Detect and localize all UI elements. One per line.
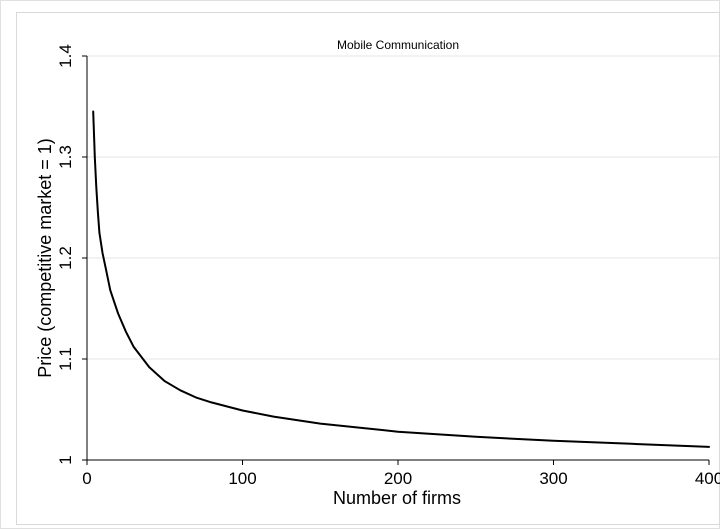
y-tick-label: 1.2 xyxy=(56,246,75,270)
y-tick-label: 1.4 xyxy=(56,44,75,68)
y-tick-label: 1.1 xyxy=(56,347,75,371)
x-tick-label: 0 xyxy=(82,469,91,488)
series-line xyxy=(92,110,710,448)
x-tick-label: 200 xyxy=(384,469,412,488)
y-tick-label: 1 xyxy=(56,455,75,464)
axis-ticks: 1 1.1 1.2 1.3 1.4 0 100 200 300 400 xyxy=(56,44,720,488)
x-tick-label: 100 xyxy=(228,469,256,488)
x-tick-label: 300 xyxy=(539,469,567,488)
chart-title: Mobile Communication xyxy=(337,38,459,52)
x-tick-label: 400 xyxy=(695,469,720,488)
y-tick-label: 1.3 xyxy=(56,145,75,169)
series-layer xyxy=(92,110,710,448)
grid-lines xyxy=(87,55,719,360)
y-axis-title: Price (competitive market = 1) xyxy=(35,138,55,378)
x-axis-title: Number of firms xyxy=(333,488,461,508)
